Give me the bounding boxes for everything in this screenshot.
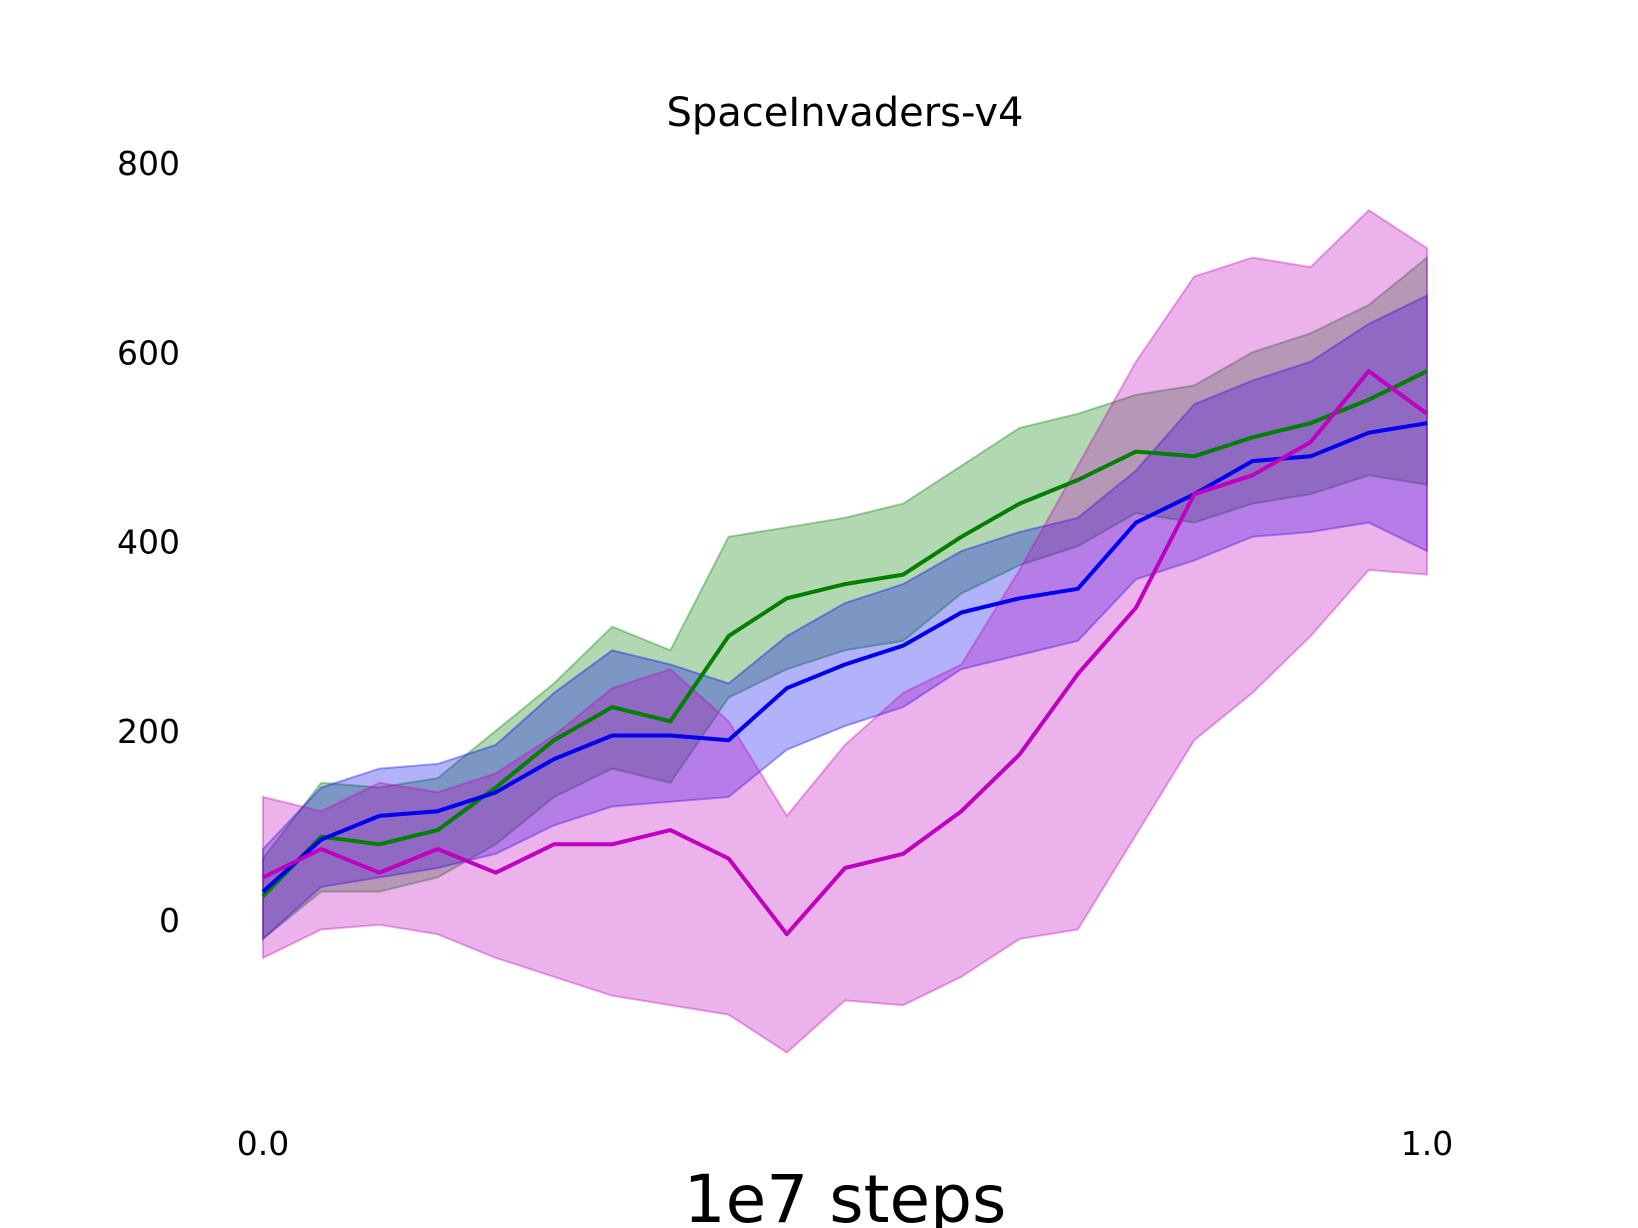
y-tick-label: 400 bbox=[117, 523, 180, 562]
y-tick-label: 0 bbox=[159, 901, 180, 940]
x-tick-label: 1.0 bbox=[1401, 1124, 1453, 1163]
series-line-blue bbox=[261, 421, 1428, 894]
x-tick-label: 0.0 bbox=[237, 1124, 289, 1163]
band-magenta bbox=[262, 209, 1428, 1054]
y-tick-label: 200 bbox=[117, 712, 180, 751]
confidence-bands bbox=[262, 209, 1428, 1054]
series-line-green bbox=[261, 369, 1428, 898]
series-line-magenta bbox=[262, 369, 1429, 937]
y-axis-ticks: 0 200 400 600 800 bbox=[117, 144, 180, 940]
y-tick-label: 600 bbox=[117, 333, 180, 372]
series-lines bbox=[261, 369, 1429, 937]
band-green bbox=[262, 255, 1428, 942]
chart-title: SpaceInvaders-v4 bbox=[667, 90, 1024, 136]
x-axis-label: 1e7 steps bbox=[684, 1161, 1007, 1228]
band-blue bbox=[262, 293, 1428, 942]
x-axis-ticks: 0.0 1.0 bbox=[237, 1124, 1453, 1163]
y-tick-label: 800 bbox=[117, 144, 180, 183]
